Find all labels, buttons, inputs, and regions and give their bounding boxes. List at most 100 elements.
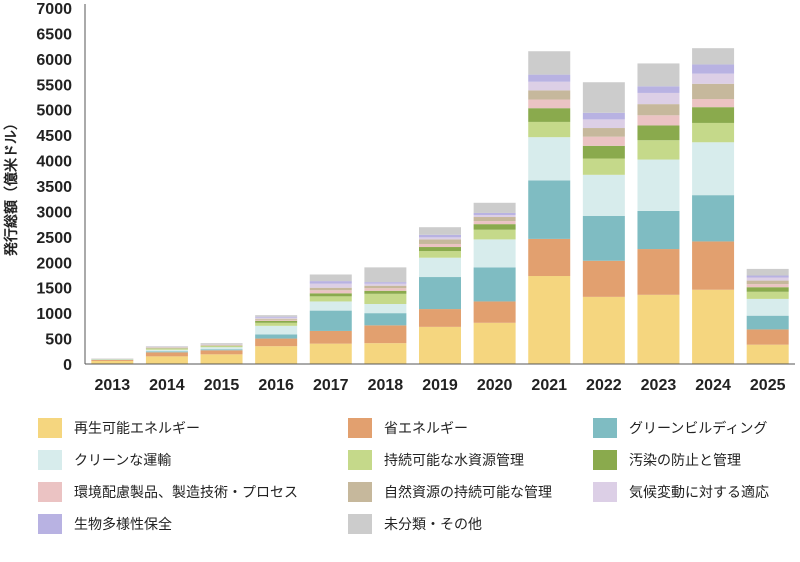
bar-segment-2024-4	[692, 142, 735, 196]
bar-segment-2017-9	[309, 283, 352, 288]
bar-segment-2015-11	[200, 343, 243, 345]
bar-segment-2022-1	[582, 296, 625, 364]
bar-segment-2017-8	[309, 287, 352, 291]
bar-segment-2024-2	[692, 241, 735, 290]
bar-segment-2019-2	[419, 309, 461, 327]
bar-segment-2022-5	[582, 158, 625, 175]
bar-segment-2017-4	[309, 301, 352, 311]
bar-segment-2016-8	[255, 318, 298, 320]
bar-segment-2020-4	[473, 239, 516, 268]
y-tick-label: 6000	[36, 52, 72, 69]
y-tick-label: 2500	[36, 230, 72, 247]
bar-segment-2018-3	[364, 313, 407, 326]
legend-label: 汚染の防止と管理	[629, 453, 741, 469]
x-tick-label: 2013	[95, 377, 131, 394]
bar-segment-2016-5	[255, 322, 298, 326]
bar-segment-2022-7	[582, 136, 625, 146]
bar-segment-2025-4	[746, 298, 789, 316]
legend-label: 生物多様性保全	[74, 517, 172, 533]
y-tick-labels: 0 500 1000 1500 2000 2500 3000 3500 4000 4500 5000…	[36, 1, 72, 374]
bar-segment-2014-3	[145, 351, 188, 353]
bar-segment-2016-2	[255, 338, 298, 347]
bar-segment-2014-2	[145, 352, 188, 357]
bar-segment-2023-5	[637, 140, 680, 160]
bar-segment-2020-10	[473, 212, 516, 215]
bar-segment-2021-11	[528, 51, 571, 75]
bar-segment-2022-3	[582, 216, 625, 261]
y-axis-title-group: 発行総額（億米ドル）	[3, 116, 20, 257]
bar-segment-2025-2	[746, 329, 789, 345]
bar-segment-2018-8	[364, 285, 407, 289]
legend-item: 持続可能な水資源管理	[348, 448, 524, 472]
legend-swatch	[593, 482, 617, 502]
bar-segment-2021-10	[528, 74, 571, 82]
x-tick-label: 2024	[695, 377, 731, 394]
bar-segment-2014-8	[145, 347, 188, 348]
bar-segment-2019-9	[419, 237, 461, 240]
bar-segment-2023-11	[637, 63, 680, 87]
bar-segment-2023-8	[637, 104, 680, 116]
bar-segment-2014-4	[145, 349, 188, 352]
bar-segment-2018-11	[364, 267, 407, 283]
legend-swatch	[348, 514, 372, 534]
y-tick-label: 2000	[36, 255, 72, 272]
bar-segment-2023-9	[637, 92, 680, 105]
y-tick-label: 6500	[36, 26, 72, 43]
x-tick-label: 2023	[641, 377, 677, 394]
legend-swatch	[593, 450, 617, 470]
bar-segment-2017-5	[309, 296, 352, 302]
legend-swatch	[38, 482, 62, 502]
bar-segment-2024-11	[692, 48, 735, 65]
bar-segment-2024-5	[692, 122, 735, 143]
bar-segment-2015-4	[200, 347, 243, 350]
bar-segment-2019-10	[419, 234, 461, 238]
bar-segment-2025-6	[746, 287, 789, 292]
legend-item: 自然資源の持続可能な管理	[348, 480, 552, 504]
bar-segment-2020-1	[473, 322, 516, 364]
legend-label: 未分類・その他	[384, 517, 482, 533]
legend-item: 未分類・その他	[348, 512, 482, 536]
x-tick-label: 2025	[750, 377, 786, 394]
bar-segment-2024-6	[692, 107, 735, 123]
bar-segment-2019-5	[419, 251, 461, 258]
x-tick-label: 2014	[149, 377, 185, 394]
bar-segment-2015-1	[200, 354, 243, 364]
x-tick-label: 2018	[368, 377, 404, 394]
bar-segment-2020-6	[473, 224, 516, 230]
bar-segment-2021-2	[528, 238, 571, 277]
bars-group	[91, 48, 789, 364]
bar-segment-2020-5	[473, 229, 516, 240]
legend-swatch	[348, 418, 372, 438]
bar-segment-2017-11	[309, 274, 352, 282]
legend-swatch	[38, 514, 62, 534]
bar-segment-2019-6	[419, 247, 461, 252]
bar-segment-2021-5	[528, 121, 571, 138]
legend-label: 自然資源の持続可能な管理	[384, 485, 552, 501]
bar-segment-2020-9	[473, 214, 516, 218]
legend-item: 省エネルギー	[348, 416, 468, 440]
bar-segment-2016-6	[255, 320, 298, 323]
bar-segment-2021-7	[528, 99, 571, 109]
y-axis-title: 発行総額（億米ドル）	[3, 116, 20, 257]
bar-segment-2019-1	[419, 326, 461, 364]
bar-segment-2014-7	[145, 347, 188, 349]
bar-segment-2015-3	[200, 349, 243, 351]
bar-segment-2022-10	[582, 112, 625, 120]
y-tick-label: 5000	[36, 103, 72, 120]
bar-segment-2021-3	[528, 180, 571, 239]
x-tick-label: 2016	[258, 377, 294, 394]
bar-segment-2023-7	[637, 115, 680, 126]
bar-segment-2018-4	[364, 303, 407, 314]
bar-segment-2023-10	[637, 86, 680, 93]
legend-swatch	[593, 418, 617, 438]
y-tick-label: 0	[63, 357, 72, 374]
bar-segment-2018-10	[364, 282, 407, 284]
bar-segment-2022-2	[582, 260, 625, 297]
stacked-bar-chart: 発行総額（億米ドル） 0 500 1000 1500 2000 2500 3000 3500 4…	[3, 1, 795, 394]
x-tick-label: 2020	[477, 377, 513, 394]
bar-segment-2014-6	[145, 348, 188, 349]
y-tick-label: 3500	[36, 179, 72, 196]
bar-segment-2024-9	[692, 73, 735, 84]
legend-label: 省エネルギー	[384, 421, 468, 437]
axes-group	[84, 4, 795, 365]
